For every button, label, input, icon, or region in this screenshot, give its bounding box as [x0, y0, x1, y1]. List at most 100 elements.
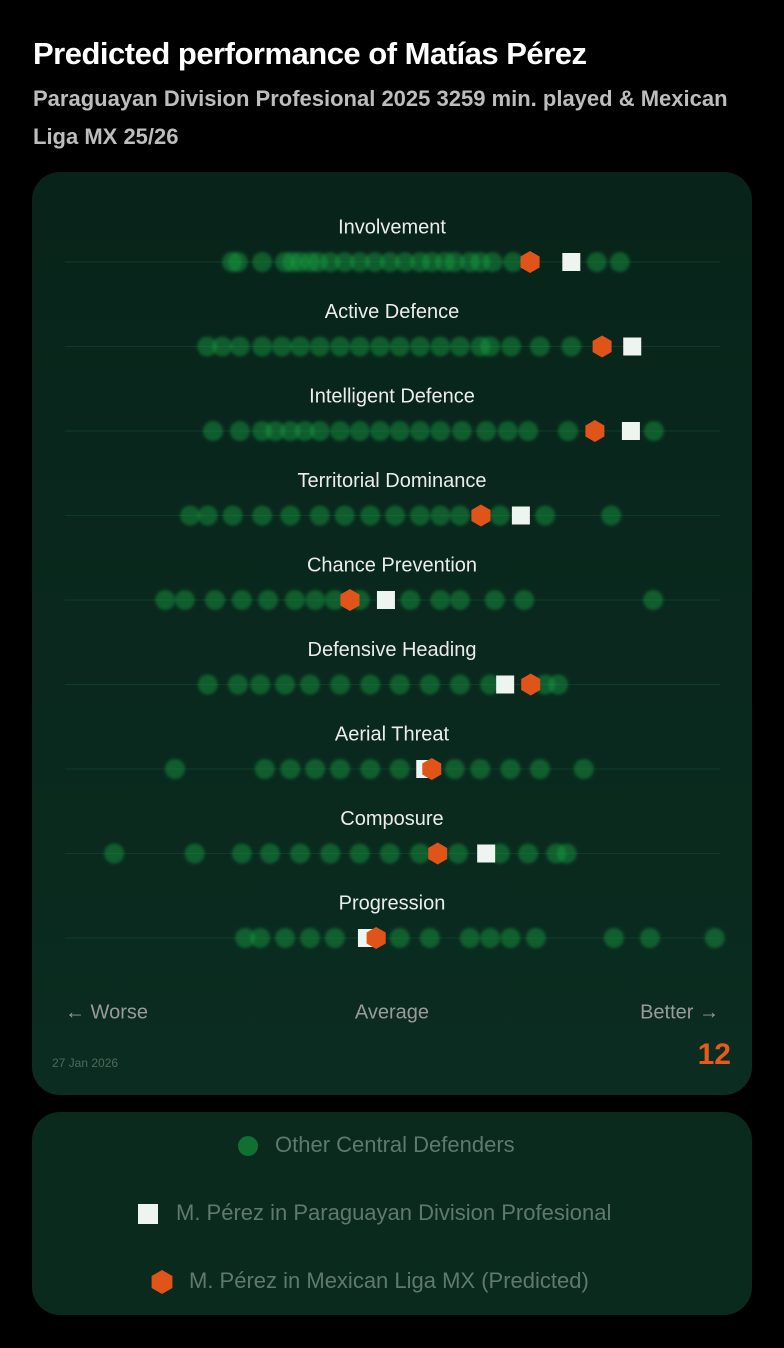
predicted-marker [521, 673, 541, 696]
other-defender-dot [389, 421, 410, 441]
other-defender-dot [430, 336, 451, 357]
other-defender-dot [394, 252, 415, 272]
other-defender-dot [250, 928, 271, 948]
metric-label: Progression [339, 892, 446, 914]
other-defender-dot [360, 759, 381, 779]
other-defender-dot [330, 336, 351, 357]
other-defender-dot [603, 928, 624, 948]
predicted-marker [422, 758, 442, 780]
other-defender-dot [349, 336, 370, 357]
metric-label: Chance Prevention [307, 554, 477, 576]
other-defender-dot [275, 674, 296, 695]
other-defender-dot [704, 928, 725, 948]
other-defender-dot [252, 505, 273, 526]
other-defender-dot [360, 674, 381, 695]
other-defender-dot [497, 421, 518, 441]
other-defender-dot [155, 590, 176, 610]
other-defender-dot [484, 590, 505, 610]
paraguay-marker [623, 337, 642, 356]
other-defender-dot [309, 505, 330, 526]
other-defender-dot [410, 843, 431, 864]
legend-label: Other Central Defenders [275, 1132, 515, 1157]
other-defender-dot [229, 421, 250, 441]
other-defender-dot [476, 421, 497, 441]
paraguay-marker [621, 422, 640, 440]
other-defender-dot [349, 421, 370, 441]
other-defender-dot [222, 505, 243, 526]
other-defender-dot [444, 252, 465, 272]
other-defender-dot [480, 336, 501, 357]
other-defender-dot [449, 336, 470, 357]
other-defender-dot [573, 759, 594, 779]
metric-label: Intelligent Defence [309, 385, 475, 407]
other-defender-dot [320, 843, 341, 864]
legend-icon [151, 1270, 173, 1294]
other-defender-dot [449, 505, 470, 526]
other-defender-dot [360, 505, 381, 526]
other-defender-dot [280, 421, 301, 441]
other-defender-dot [197, 505, 218, 526]
other-defender-dot [529, 336, 550, 357]
other-defender-dot [379, 252, 400, 272]
other-defender-dot [235, 928, 256, 948]
other-defender-dot [290, 336, 311, 357]
other-defender-dot [548, 674, 569, 695]
x-label-average: Average [355, 1001, 429, 1023]
other-defender-dot [184, 843, 205, 864]
other-defender-dot [586, 252, 607, 272]
other-defender-dot [501, 336, 522, 357]
other-defender-dot [385, 505, 406, 526]
other-defender-dot [271, 336, 292, 357]
other-defender-dot [643, 590, 664, 610]
other-defender-dot [305, 759, 326, 779]
other-defender-dot [203, 421, 224, 441]
other-defender-dot [639, 928, 660, 948]
other-defender-dot [320, 252, 341, 272]
other-defender-dot [480, 928, 501, 948]
paraguay-marker [496, 675, 515, 694]
paraguay-marker [511, 506, 530, 525]
other-defender-dot [480, 674, 501, 695]
other-defender-dot [430, 590, 451, 610]
other-defender-dot [252, 252, 273, 272]
other-defender-dot [410, 421, 431, 441]
other-defender-dot [558, 421, 579, 441]
other-defender-dot [305, 590, 326, 610]
predicted-marker [592, 335, 612, 358]
other-defender-dot [174, 590, 195, 610]
other-defender-dot [514, 590, 535, 610]
other-defender-dot [643, 421, 664, 441]
x-label-worse: ← Worse [65, 1001, 148, 1023]
x-label-better: Better → [640, 1001, 719, 1023]
other-defender-dot [309, 421, 330, 441]
metric-label: Active Defence [325, 301, 460, 323]
other-defender-dot [204, 590, 225, 610]
other-defender-dot [227, 252, 248, 272]
paraguay-marker [376, 591, 395, 609]
other-defender-dot [180, 505, 201, 526]
other-defender-dot [482, 252, 503, 272]
other-defender-dot [275, 928, 296, 948]
other-defender-dot [389, 674, 410, 695]
other-defender-dot [299, 928, 320, 948]
other-defender-dot [518, 843, 539, 864]
other-defender-dot [389, 928, 410, 948]
other-defender-dot [609, 252, 630, 272]
other-defender-dot [410, 505, 431, 526]
other-defender-dot [231, 843, 252, 864]
other-defender-dot [535, 505, 556, 526]
chart-title: Predicted performance of Matías Pérez [33, 36, 587, 71]
logo: 12 [698, 1038, 731, 1071]
other-defender-dot [284, 590, 305, 610]
paraguay-marker [562, 253, 581, 271]
other-defender-dot [601, 505, 622, 526]
other-defender-dot [324, 590, 345, 610]
other-defender-dot [364, 252, 385, 272]
other-defender-dot [349, 843, 370, 864]
metric-label: Composure [340, 808, 443, 830]
other-defender-dot [252, 336, 273, 357]
other-defender-dot [430, 505, 451, 526]
other-defender-dot [330, 421, 351, 441]
other-defender-dot [556, 843, 577, 864]
